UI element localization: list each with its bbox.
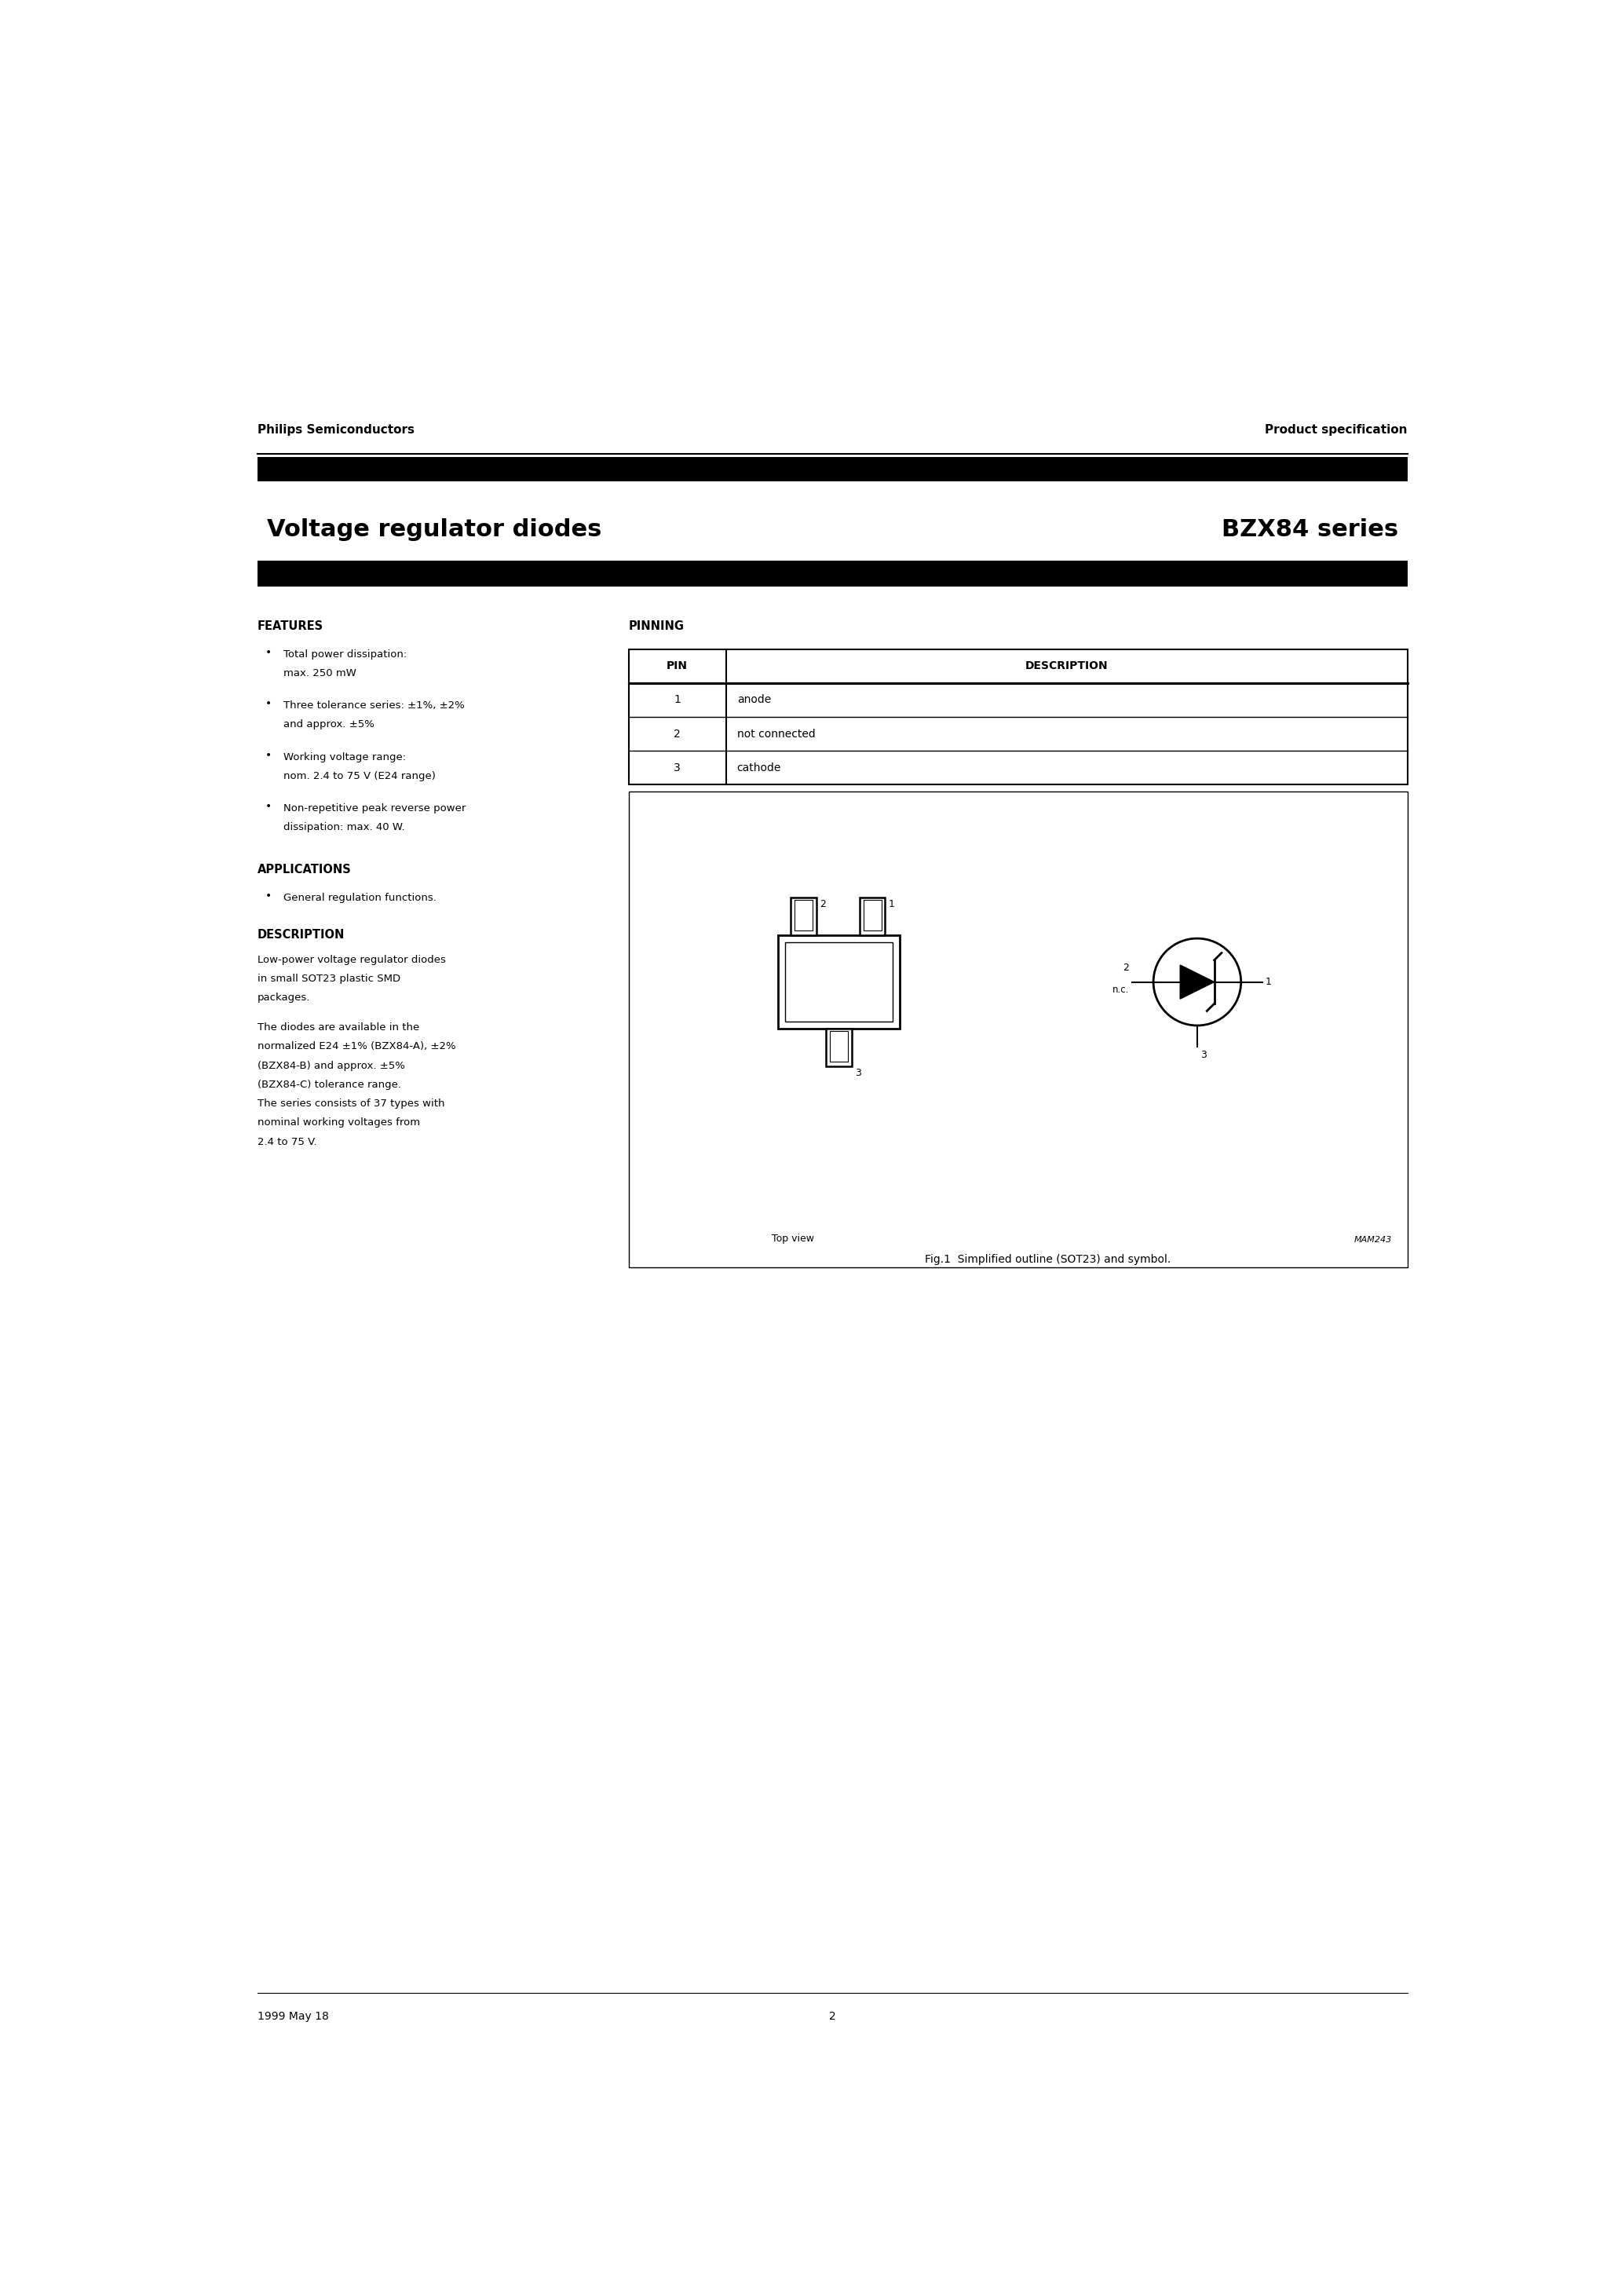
Text: Three tolerance series: ±1%, ±2%: Three tolerance series: ±1%, ±2% [284,700,464,712]
Text: The series consists of 37 types with: The series consists of 37 types with [258,1100,444,1109]
Text: APPLICATIONS: APPLICATIONS [258,863,352,875]
Text: 2.4 to 75 V.: 2.4 to 75 V. [258,1137,316,1148]
Text: 3: 3 [673,762,681,774]
Text: (BZX84-C) tolerance range.: (BZX84-C) tolerance range. [258,1079,401,1091]
Bar [785,941,892,1022]
Text: dissipation: max. 40 W.: dissipation: max. 40 W. [284,822,404,833]
Text: PIN: PIN [667,661,688,673]
Bar [629,792,1408,1267]
Text: •: • [266,647,272,657]
Text: 1: 1 [889,898,894,909]
Text: 2: 2 [819,898,826,909]
Text: Top view: Top view [772,1233,814,1244]
Text: 1999 May 18: 1999 May 18 [258,2011,329,2023]
Text: 2: 2 [673,728,681,739]
Text: packages.: packages. [258,992,310,1003]
Text: General regulation functions.: General regulation functions. [284,893,436,902]
Text: FEATURES: FEATURES [258,620,323,631]
Text: 2: 2 [1122,962,1129,974]
Text: 3: 3 [855,1068,861,1077]
Bar [258,457,1408,482]
Text: 2: 2 [829,2011,835,2023]
Text: Working voltage range:: Working voltage range: [284,753,406,762]
Text: Voltage regulator diodes: Voltage regulator diodes [266,519,602,542]
Text: not connected: not connected [736,728,816,739]
Bar [629,650,1408,785]
Text: •: • [266,801,272,813]
Text: cathode: cathode [736,762,782,774]
Text: Low-power voltage regulator diodes: Low-power voltage regulator diodes [258,955,446,964]
Text: •: • [266,891,272,902]
Text: normalized E24 ±1% (BZX84-A), ±2%: normalized E24 ±1% (BZX84-A), ±2% [258,1042,456,1052]
Text: anode: anode [736,693,770,705]
Text: Philips Semiconductors: Philips Semiconductors [258,425,415,436]
Bar [863,900,881,930]
Bar [258,560,1408,588]
Text: (BZX84-B) and approx. ±5%: (BZX84-B) and approx. ±5% [258,1061,406,1070]
Text: PINNING: PINNING [629,620,684,631]
Bar [795,900,813,930]
Bar [830,1031,848,1061]
Bar [860,898,886,934]
Text: Fig.1  Simplified outline (SOT23) and symbol.: Fig.1 Simplified outline (SOT23) and sym… [925,1254,1171,1265]
Text: in small SOT23 plastic SMD: in small SOT23 plastic SMD [258,974,401,983]
Text: 1: 1 [1265,976,1272,987]
Polygon shape [1181,964,1215,999]
Bar [779,934,900,1029]
Text: MAM243: MAM243 [1354,1235,1392,1244]
Text: DESCRIPTION: DESCRIPTION [258,930,345,941]
Text: 1: 1 [673,693,681,705]
Text: max. 250 mW: max. 250 mW [284,668,355,677]
Text: 3: 3 [1200,1049,1207,1061]
Text: Non-repetitive peak reverse power: Non-repetitive peak reverse power [284,804,466,813]
Text: DESCRIPTION: DESCRIPTION [1025,661,1108,673]
Text: n.c.: n.c. [1113,985,1129,994]
Text: The diodes are available in the: The diodes are available in the [258,1022,420,1033]
Text: nominal working voltages from: nominal working voltages from [258,1118,420,1127]
Text: Total power dissipation:: Total power dissipation: [284,650,407,659]
Text: •: • [266,698,272,709]
Text: BZX84 series: BZX84 series [1221,519,1398,542]
Text: nom. 2.4 to 75 V (E24 range): nom. 2.4 to 75 V (E24 range) [284,771,435,781]
Text: •: • [266,748,272,760]
Text: and approx. ±5%: and approx. ±5% [284,719,375,730]
Text: Product specification: Product specification [1265,425,1408,436]
Bar [792,898,816,934]
Bar [826,1029,852,1065]
